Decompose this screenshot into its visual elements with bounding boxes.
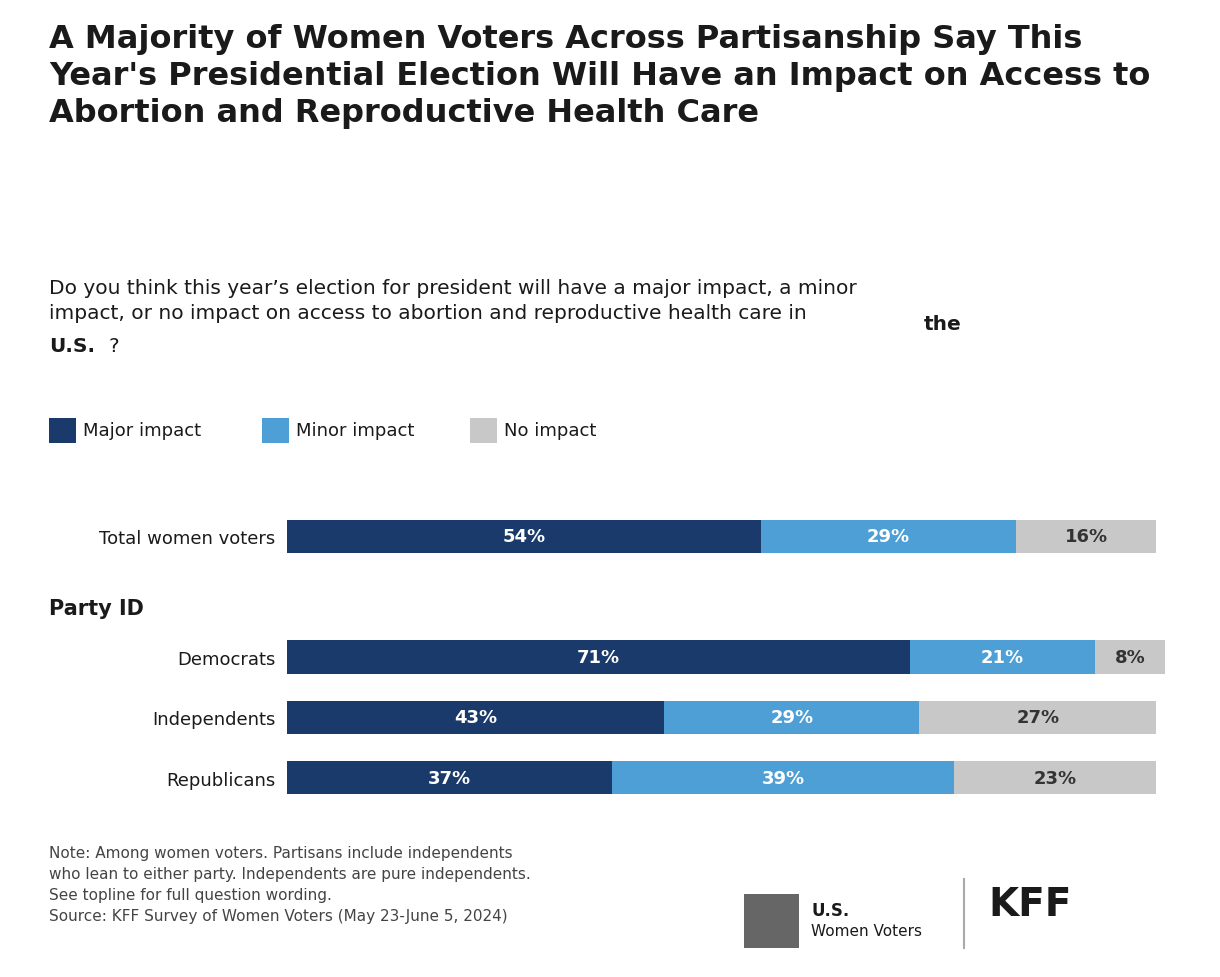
Text: U.S.: U.S.	[811, 901, 849, 918]
Text: the: the	[924, 315, 961, 333]
Text: Note: Among women voters. Partisans include independents
who lean to either part: Note: Among women voters. Partisans incl…	[49, 845, 531, 923]
Bar	[665, 701, 919, 734]
Text: Women Voters: Women Voters	[811, 923, 922, 938]
Text: 21%: 21%	[981, 649, 1024, 666]
Bar	[910, 641, 1094, 674]
Text: Minor impact: Minor impact	[296, 422, 415, 440]
Text: 71%: 71%	[577, 649, 620, 666]
Bar	[761, 520, 1016, 553]
Text: 23%: 23%	[1033, 769, 1077, 786]
Text: 8%: 8%	[1115, 649, 1146, 666]
Bar	[287, 761, 611, 794]
Bar	[919, 701, 1157, 734]
Bar	[954, 761, 1157, 794]
Bar	[287, 641, 910, 674]
Text: 16%: 16%	[1065, 528, 1108, 546]
Text: 27%: 27%	[1016, 708, 1059, 727]
Bar	[287, 701, 665, 734]
Text: 37%: 37%	[428, 769, 471, 786]
Text: A Majority of Women Voters Across Partisanship Say This
Year's Presidential Elec: A Majority of Women Voters Across Partis…	[49, 24, 1150, 129]
Bar	[1016, 520, 1157, 553]
Text: U.S.: U.S.	[49, 337, 95, 356]
Text: 39%: 39%	[761, 769, 804, 786]
Bar	[287, 520, 761, 553]
Text: ?: ?	[109, 337, 120, 356]
Text: 54%: 54%	[503, 528, 545, 546]
Bar	[1094, 641, 1165, 674]
Text: 29%: 29%	[770, 708, 814, 727]
Text: Major impact: Major impact	[83, 422, 201, 440]
Text: KFF: KFF	[988, 885, 1071, 922]
Text: 29%: 29%	[867, 528, 910, 546]
Bar	[611, 761, 954, 794]
Text: Party ID: Party ID	[49, 598, 144, 618]
Text: 43%: 43%	[454, 708, 497, 727]
Text: No impact: No impact	[504, 422, 597, 440]
Text: Do you think this year’s election for president will have a major impact, a mino: Do you think this year’s election for pr…	[49, 278, 856, 322]
